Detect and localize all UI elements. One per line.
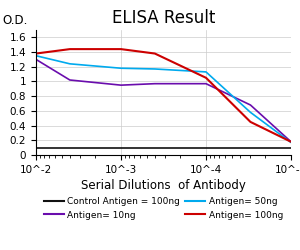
- Line: Antigen= 100ng: Antigen= 100ng: [36, 49, 291, 142]
- Antigen= 10ng: [68, 78, 72, 82]
- Title: ELISA Result: ELISA Result: [112, 9, 215, 27]
- Control Antigen = 100ng: [68, 147, 72, 150]
- Antigen= 100ng: [119, 48, 123, 50]
- Legend: Control Antigen = 100ng, Antigen= 10ng, Antigen= 50ng, Antigen= 100ng: Control Antigen = 100ng, Antigen= 10ng, …: [44, 197, 283, 220]
- X-axis label: Serial Dilutions  of Antibody: Serial Dilutions of Antibody: [81, 179, 246, 192]
- Control Antigen = 100ng: [153, 147, 157, 150]
- Control Antigen = 100ng: [34, 147, 38, 150]
- Antigen= 10ng: [249, 104, 252, 106]
- Antigen= 50ng: [119, 67, 123, 70]
- Antigen= 50ng: [34, 54, 38, 57]
- Antigen= 50ng: [153, 68, 157, 70]
- Text: O.D.: O.D.: [3, 14, 28, 28]
- Antigen= 10ng: [153, 82, 157, 85]
- Control Antigen = 100ng: [289, 147, 293, 150]
- Control Antigen = 100ng: [249, 147, 252, 150]
- Antigen= 100ng: [68, 48, 72, 50]
- Antigen= 50ng: [68, 62, 72, 65]
- Antigen= 10ng: [289, 140, 293, 143]
- Antigen= 10ng: [34, 58, 38, 61]
- Antigen= 100ng: [34, 52, 38, 55]
- Antigen= 10ng: [119, 84, 123, 87]
- Antigen= 100ng: [204, 76, 208, 79]
- Antigen= 50ng: [204, 70, 208, 74]
- Control Antigen = 100ng: [119, 147, 123, 150]
- Antigen= 50ng: [289, 141, 293, 144]
- Antigen= 50ng: [249, 111, 252, 114]
- Antigen= 100ng: [289, 140, 293, 143]
- Antigen= 100ng: [249, 120, 252, 124]
- Antigen= 100ng: [153, 52, 157, 55]
- Control Antigen = 100ng: [204, 147, 208, 150]
- Line: Antigen= 50ng: Antigen= 50ng: [36, 56, 291, 142]
- Line: Antigen= 10ng: Antigen= 10ng: [36, 60, 291, 142]
- Antigen= 10ng: [204, 82, 208, 85]
